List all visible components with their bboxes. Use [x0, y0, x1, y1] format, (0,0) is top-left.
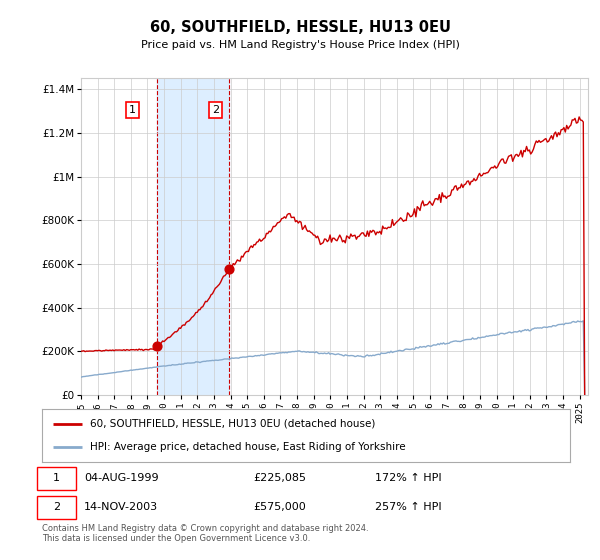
Text: 172% ↑ HPI: 172% ↑ HPI [374, 473, 441, 483]
FancyBboxPatch shape [37, 496, 76, 519]
Text: Contains HM Land Registry data © Crown copyright and database right 2024.
This d: Contains HM Land Registry data © Crown c… [42, 524, 368, 543]
Bar [157, 78, 229, 395]
Text: £225,085: £225,085 [253, 473, 306, 483]
Text: 2: 2 [53, 502, 60, 512]
Text: 04-AUG-1999: 04-AUG-1999 [84, 473, 159, 483]
Text: HPI: Average price, detached house, East Riding of Yorkshire: HPI: Average price, detached house, East… [89, 442, 405, 452]
Text: 2: 2 [212, 105, 219, 115]
Text: 1: 1 [129, 105, 136, 115]
Text: 60, SOUTHFIELD, HESSLE, HU13 0EU: 60, SOUTHFIELD, HESSLE, HU13 0EU [149, 20, 451, 35]
Point [152, 341, 162, 350]
Text: Price paid vs. HM Land Registry's House Price Index (HPI): Price paid vs. HM Land Registry's House … [140, 40, 460, 50]
FancyBboxPatch shape [37, 467, 76, 489]
Text: 60, SOUTHFIELD, HESSLE, HU13 0EU (detached house): 60, SOUTHFIELD, HESSLE, HU13 0EU (detach… [89, 419, 375, 429]
Text: 257% ↑ HPI: 257% ↑ HPI [374, 502, 441, 512]
Text: 14-NOV-2003: 14-NOV-2003 [84, 502, 158, 512]
Text: £575,000: £575,000 [253, 502, 306, 512]
Text: 1: 1 [53, 473, 60, 483]
Point [224, 265, 233, 274]
